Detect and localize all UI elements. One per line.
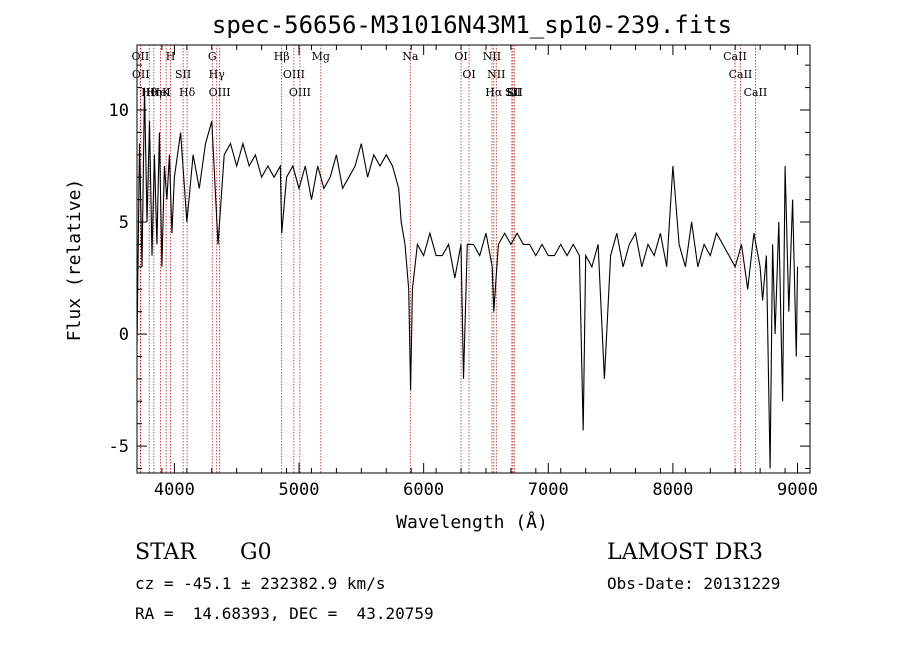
line-label: K (162, 86, 171, 99)
line-label: CaII (744, 86, 768, 99)
line-label: Mg (312, 50, 330, 63)
y-tick-label: 5 (119, 213, 129, 233)
line-label: SII (175, 68, 191, 81)
object-class: STAR (135, 540, 196, 565)
y-tick-label: -5 (109, 437, 129, 457)
y-tick-label: 0 (119, 325, 129, 345)
line-label: Li (506, 86, 517, 99)
axis-ticks: 4000 5000 6000 7000 8000 9000 -5 0 5 10 (109, 45, 818, 500)
line-label: OIII (283, 68, 305, 81)
line-label: OII (132, 68, 150, 81)
plot-frame (136, 44, 811, 474)
y-tick-label: 10 (109, 101, 129, 121)
line-label: OI (454, 50, 467, 63)
x-tick-label: 8000 (652, 480, 693, 500)
survey-name: LAMOST DR3 (607, 540, 763, 565)
line-label: SII (507, 86, 523, 99)
x-tick-label: 9000 (777, 480, 818, 500)
coordinates: RA = 14.68393, DEC = 43.20759 (135, 604, 434, 623)
line-label: Na (402, 50, 419, 63)
line-label: Hβ (274, 50, 290, 63)
x-tick-label: 7000 (528, 480, 569, 500)
chart-title: spec-56656-M31016N43M1_sp10-239.fits (212, 11, 732, 39)
observation-date: Obs-Date: 20131229 (607, 574, 781, 593)
line-label: OIII (289, 86, 311, 99)
spectrum-series-line (136, 87, 799, 469)
line-label: Hη (146, 86, 162, 99)
line-label: HeI (150, 86, 170, 99)
x-tick-label: 4000 (154, 480, 195, 500)
line-label: Hγ (209, 68, 226, 81)
x-tick-label: 5000 (279, 480, 320, 500)
line-label: NII (483, 50, 501, 63)
line-label: SII (505, 86, 521, 99)
x-tick-label: 6000 (403, 480, 444, 500)
line-markers (139, 45, 756, 473)
line-label: OII (132, 50, 150, 63)
x-axis-label: Wavelength (Å) (396, 511, 548, 533)
line-label: NII (487, 68, 505, 81)
line-label: CaII (729, 68, 753, 81)
line-label: OIII (209, 86, 231, 99)
line-label: H (166, 50, 176, 63)
line-label: Hα (485, 86, 503, 99)
line-label: OI (462, 68, 475, 81)
line-label: Hθ (141, 86, 158, 99)
line-label: G (208, 50, 217, 63)
redshift-readout: cz = -45.1 ± 232382.9 km/s (135, 574, 386, 593)
subclass: G0 (240, 540, 272, 565)
line-label: CaII (723, 50, 747, 63)
line-label: Hδ (179, 86, 196, 99)
y-axis-label: Flux (relative) (64, 179, 85, 342)
